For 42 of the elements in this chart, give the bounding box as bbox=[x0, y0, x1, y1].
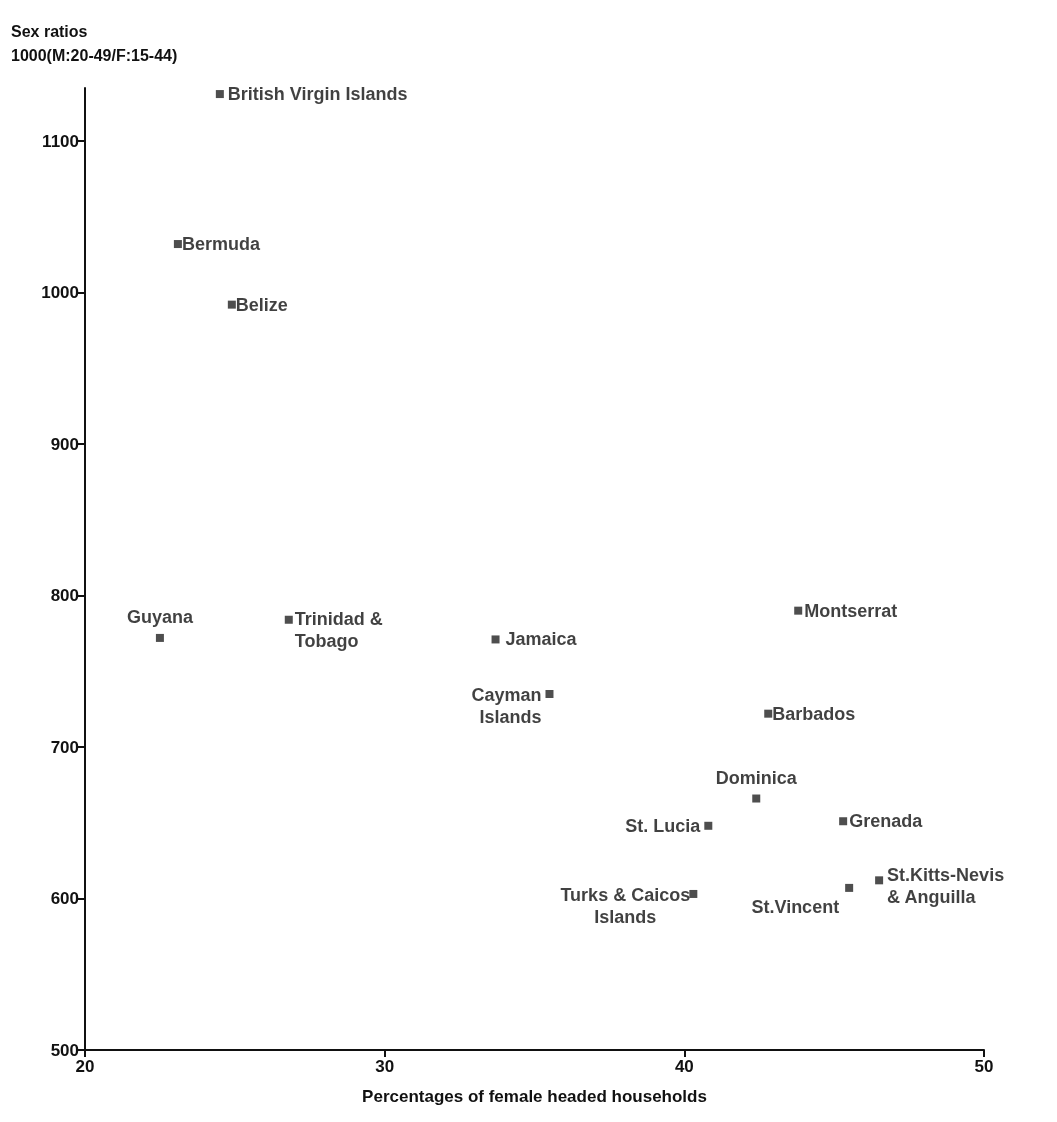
x-axis-title: Percentages of female headed households bbox=[362, 1087, 707, 1106]
annotation: British Virgin Islands bbox=[227, 84, 408, 105]
point bbox=[545, 689, 554, 698]
annotation: Cayman Islands bbox=[471, 684, 542, 727]
annotation: Turks & Caicos Islands bbox=[560, 884, 691, 927]
point bbox=[845, 883, 854, 892]
point bbox=[227, 300, 236, 309]
annotation: Guyana bbox=[126, 606, 194, 627]
x-tick-label: 40 bbox=[674, 1057, 694, 1076]
point bbox=[491, 635, 500, 644]
annotation: Bermuda bbox=[181, 234, 261, 255]
y-tick-label: 700 bbox=[50, 737, 79, 757]
y-tick-label: 1000 bbox=[41, 283, 79, 303]
x-tick-label: 30 bbox=[375, 1057, 395, 1076]
point bbox=[875, 876, 884, 885]
point bbox=[794, 606, 803, 615]
x-tick-label: 50 bbox=[974, 1057, 994, 1076]
annotation: Montserrat bbox=[804, 600, 898, 621]
annotation: St. Lucia bbox=[625, 815, 702, 836]
point bbox=[704, 821, 713, 830]
annotation: Belize bbox=[235, 294, 288, 315]
y-tick-label: 900 bbox=[50, 434, 79, 454]
y-axis-title: Sex ratios 1000(M:20-49/F:15-44) bbox=[11, 22, 178, 64]
point bbox=[173, 240, 182, 249]
y-tick-label: 1100 bbox=[42, 131, 79, 151]
point bbox=[215, 90, 224, 99]
annotation: Jamaica bbox=[505, 629, 578, 650]
annotation: St.Vincent bbox=[751, 896, 840, 917]
annotation: St.Kitts-Nevis & Anguilla bbox=[887, 865, 1005, 908]
point bbox=[155, 633, 164, 642]
y-tick-label: 800 bbox=[50, 586, 79, 606]
annotation: Dominica bbox=[715, 767, 798, 788]
point bbox=[284, 615, 293, 624]
x-tick-label: 20 bbox=[75, 1057, 95, 1076]
annotation: Barbados bbox=[772, 703, 856, 724]
annotation: Trinidad & Tobago bbox=[294, 608, 383, 651]
y-tick-label: 600 bbox=[50, 889, 79, 908]
point bbox=[839, 817, 848, 826]
annotation: Grenada bbox=[849, 811, 924, 832]
point bbox=[764, 709, 773, 718]
y-tick-label: 500 bbox=[50, 1040, 79, 1060]
point bbox=[752, 794, 761, 803]
